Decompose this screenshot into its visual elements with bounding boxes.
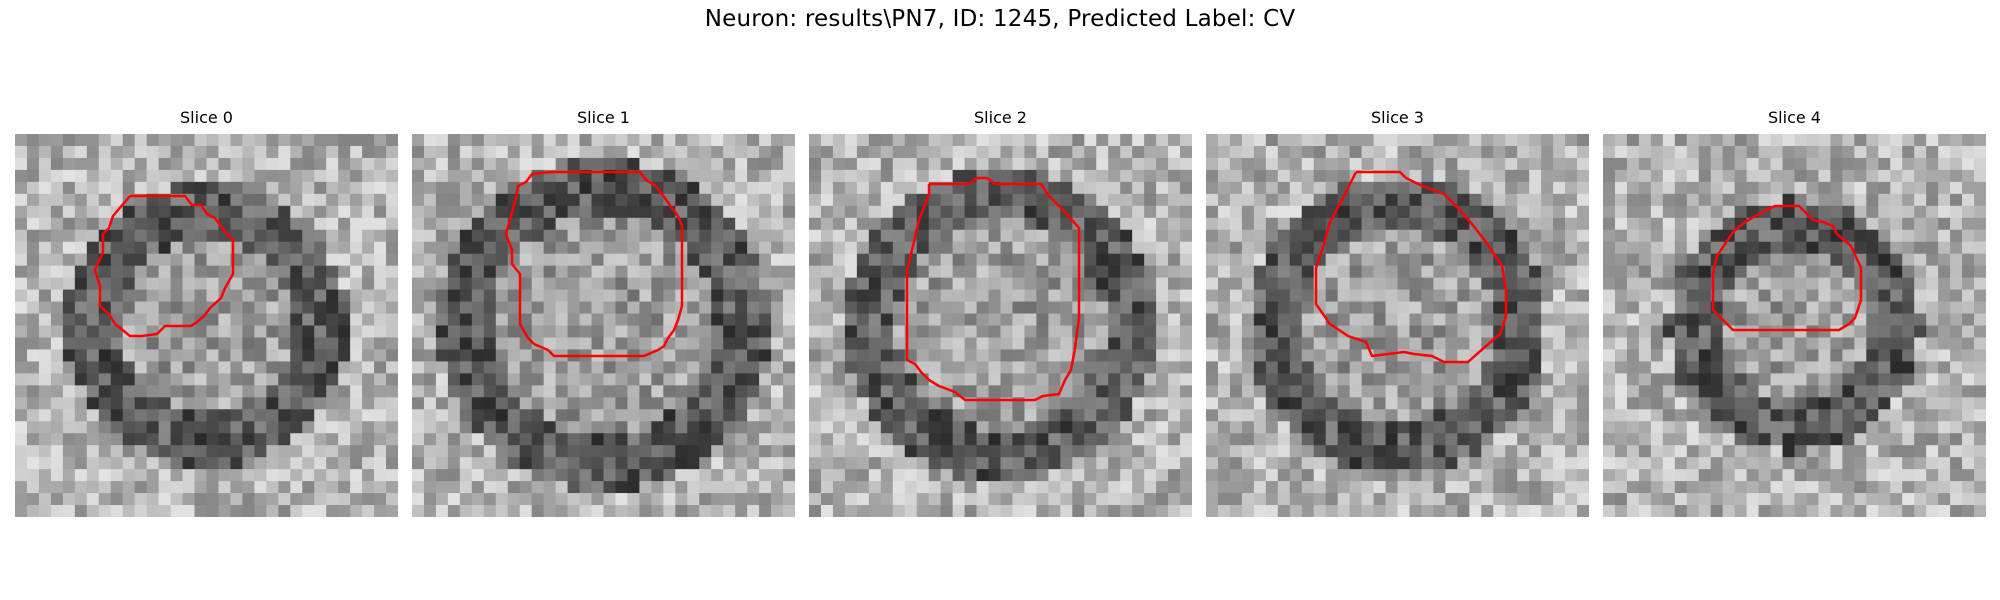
segmentation-contour: [1314, 170, 1508, 364]
slice-panel-3: Slice 3: [1206, 107, 1589, 517]
slice-image: [809, 134, 1192, 517]
pixel-grid: [809, 134, 1192, 517]
slice-image: [15, 134, 398, 517]
slice-panel-0: Slice 0: [15, 107, 398, 517]
figure-title: Neuron: results\PN7, ID: 1245, Predicted…: [704, 6, 1296, 32]
segmentation-contour: [905, 176, 1081, 402]
slice-image: [1603, 134, 1986, 517]
slice-panel-4: Slice 4: [1603, 107, 1986, 517]
pixel-grid: [1206, 134, 1589, 517]
slice-image: [1206, 134, 1589, 517]
slice-title: Slice 0: [180, 108, 233, 127]
pixel-grid: [1603, 134, 1986, 517]
slice-panel-1: Slice 1: [412, 107, 795, 517]
segmentation-contour: [1711, 204, 1863, 332]
segmentation-contour: [504, 170, 684, 358]
slice-title: Slice 2: [974, 108, 1027, 127]
segmentation-contour: [93, 194, 235, 338]
slice-title: Slice 3: [1371, 108, 1424, 127]
slice-title: Slice 1: [577, 108, 630, 127]
slice-image: [412, 134, 795, 517]
slice-title: Slice 4: [1768, 108, 1821, 127]
pixel-grid: [15, 134, 398, 517]
slice-panel-2: Slice 2: [809, 107, 1192, 517]
pixel-grid: [412, 134, 795, 517]
